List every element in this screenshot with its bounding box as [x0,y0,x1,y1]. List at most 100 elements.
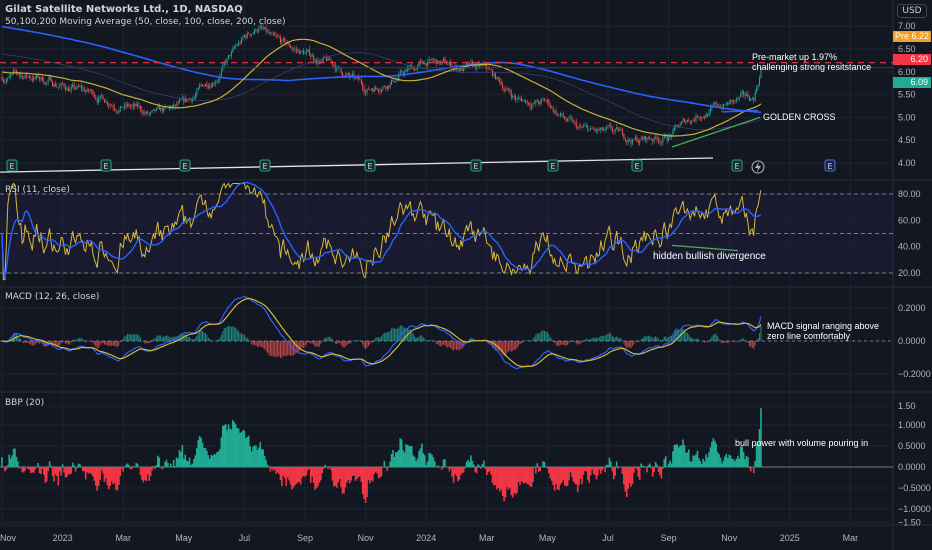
macd-histogram-bar [287,341,289,356]
bbp-area-bar [376,467,378,474]
bbp-area-bar [602,467,605,468]
candle [386,85,388,93]
candle [655,134,657,140]
macd-histogram-bar [255,341,257,346]
bbp-area-bar [474,467,477,473]
candle [310,52,312,60]
candle [502,81,504,91]
candle [194,91,196,101]
candle-body [308,49,310,55]
macd-histogram-bar [203,332,205,341]
candle-body [582,126,584,128]
candle [663,133,665,140]
macd-histogram-bar [343,341,345,348]
candle-body [652,139,654,142]
bbp-area-bar [94,467,97,486]
macd-histogram-bar [502,341,504,355]
x-tick-label: Jul [239,533,251,543]
earnings-marker[interactable]: E [179,159,191,172]
bbp-area-bar [361,467,364,494]
earnings-marker[interactable]: E [731,159,743,172]
candle [555,107,557,116]
macd-histogram-bar [621,340,623,341]
earnings-marker[interactable]: E [547,159,559,172]
bbp-area-bar [21,467,23,472]
macd-histogram-bar [518,341,520,347]
candle-body [272,33,274,35]
bbp-area-bar [579,467,582,479]
candle-body [434,59,436,61]
macd-histogram-bar [412,333,414,341]
bbp-area-bar [343,467,345,494]
bbp-area-bar [28,467,31,470]
candle-body [453,67,455,69]
candle [28,74,30,80]
earnings-marker[interactable]: E [6,159,18,172]
candle-body [151,110,153,113]
candle [258,25,260,34]
candle-body [26,74,28,77]
macd-histogram-bar [757,338,759,341]
macd-histogram-bar [386,331,388,341]
candle [743,90,745,98]
candle [757,84,759,91]
macd-histogram-bar [50,341,52,343]
candle [522,99,524,102]
candle [499,77,501,86]
candle [307,49,309,53]
earnings-marker[interactable]: E [470,159,482,172]
candle-body [502,84,504,90]
bbp-area-bar [208,458,211,467]
bbp-area-bar [650,467,653,469]
bbp-area-bar [172,460,175,467]
bbp-area-bar [302,467,305,477]
earnings-marker[interactable]: E [259,159,271,172]
candle [727,101,729,107]
macd-histogram-bar [217,339,219,341]
candle-body [327,58,329,61]
candle [616,123,618,130]
bbp-area-bar [664,456,667,467]
macd-histogram-bar [724,341,726,343]
earnings-marker[interactable]: E [631,159,643,172]
candle-body [304,53,306,55]
macd-histogram-bar [683,330,685,341]
macd-histogram-bar [145,341,147,344]
macd-histogram-bar [399,325,401,341]
candle [366,88,368,96]
candle [67,84,69,92]
candle [232,45,234,53]
candle [256,28,258,34]
lightning-glyph [755,162,761,172]
candle [630,137,632,148]
macd-histogram-bar [199,331,201,341]
candle [272,31,274,37]
candle-body [144,112,146,114]
candle [119,105,121,113]
bbp-area-bar [537,467,540,472]
bbp-area-bar [255,445,257,467]
bbp-area-bar [230,429,233,467]
candle-body [636,137,638,142]
earnings-marker[interactable]: E [364,159,376,172]
bbp-area-bar [436,465,439,467]
candle [369,88,371,91]
macd-histogram-bar [150,341,152,343]
candle-body [675,125,677,127]
candle-body [600,127,602,131]
bbp-area-bar [47,467,49,472]
candle [613,130,615,135]
bbp-area-bar [591,467,593,470]
macd-histogram-bar [76,338,78,341]
candle [13,67,15,76]
bbp-area-bar [224,424,227,467]
macd-histogram-bar [241,333,243,341]
bbp-area-bar [210,454,213,467]
macd-histogram-bar [235,327,237,341]
candle-body [367,88,369,90]
currency-button[interactable]: USD [897,4,927,18]
bbp-area-bar [193,458,195,467]
earnings-marker[interactable]: E [100,159,112,172]
candle-body [340,68,342,73]
